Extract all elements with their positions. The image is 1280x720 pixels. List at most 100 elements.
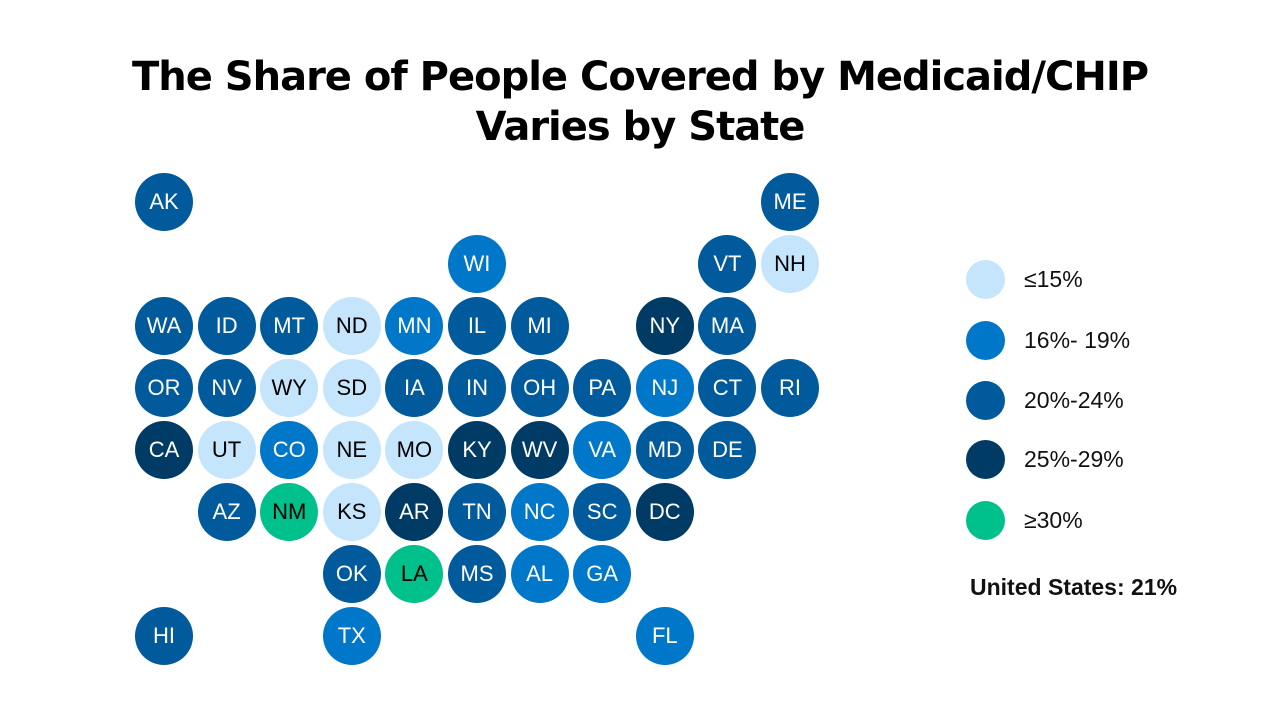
state-tile-az: AZ xyxy=(197,483,256,541)
state-tile-la: LA xyxy=(385,545,444,603)
state-label: IL xyxy=(467,313,487,338)
state-label: OK xyxy=(335,561,368,586)
state-tile-ms: MS xyxy=(448,545,506,603)
legend-label: 25%-29% xyxy=(1024,445,1124,472)
state-tile-ct: CT xyxy=(698,359,757,417)
state-tile-tx: TX xyxy=(322,607,381,665)
state-label: SD xyxy=(336,375,368,400)
state-tile-wa: WA xyxy=(135,297,193,355)
state-tile-or: OR xyxy=(135,359,193,417)
state-label: NH xyxy=(774,251,806,276)
state-label: MS xyxy=(460,561,494,586)
state-tile-me: ME xyxy=(761,173,819,231)
state-label: VA xyxy=(588,437,617,462)
state-label: MD xyxy=(647,437,682,462)
state-tile-ne: NE xyxy=(322,421,381,479)
state-label: AZ xyxy=(212,499,241,524)
state-tile-ar: AR xyxy=(385,483,444,541)
state-tile-nj: NJ xyxy=(635,359,694,417)
legend-item-20-24: 20%-24% xyxy=(966,380,1124,420)
state-label: NJ xyxy=(651,375,679,400)
state-label: OR xyxy=(147,375,181,400)
legend-label: ≥30% xyxy=(1024,506,1083,533)
legend-swatch xyxy=(966,380,1005,420)
state-label: AR xyxy=(399,499,430,524)
state-tile-nd: ND xyxy=(322,297,381,355)
state-label: ID xyxy=(215,313,238,338)
state-label: NC xyxy=(523,499,556,524)
state-label: ME xyxy=(773,189,807,214)
state-tile-il: IL xyxy=(448,297,506,355)
title-line-2: Varies by State xyxy=(475,104,806,150)
state-tile-co: CO xyxy=(260,421,319,479)
state-tile-mo: MO xyxy=(385,421,444,479)
national-average: United States: 21% xyxy=(970,574,1178,600)
state-tile-ak: AK xyxy=(135,173,193,231)
state-tile-md: MD xyxy=(635,421,694,479)
state-label: NY xyxy=(649,313,681,338)
state-label: CO xyxy=(272,437,306,462)
state-tile-ga: GA xyxy=(573,545,632,603)
state-tile-fl: FL xyxy=(635,607,694,665)
state-tile-va: VA xyxy=(573,421,632,479)
state-label: AK xyxy=(149,189,179,214)
state-label: TN xyxy=(462,499,492,524)
state-label: MT xyxy=(273,313,306,338)
state-tile-ma: MA xyxy=(698,297,757,355)
state-label: IA xyxy=(403,375,425,400)
legend-item-ge30: ≥30% xyxy=(966,500,1083,540)
state-label: GA xyxy=(586,561,619,586)
state-tile-de: DE xyxy=(698,421,757,479)
legend-swatch xyxy=(966,500,1005,540)
state-tile-ia: IA xyxy=(385,359,444,417)
state-tile-wv: WV xyxy=(510,421,569,479)
state-tile-nm: NM xyxy=(260,483,319,541)
state-tile-oh: OH xyxy=(510,359,569,417)
state-tile-sd: SD xyxy=(322,359,381,417)
map-title: The Share of People Covered by Medicaid/… xyxy=(0,52,1280,152)
state-tile-dc: DC xyxy=(635,483,694,541)
state-label: NE xyxy=(336,437,368,462)
state-tile-mn: MN xyxy=(385,297,444,355)
state-tile-tn: TN xyxy=(448,483,506,541)
state-label: WV xyxy=(521,437,558,462)
state-tile-nv: NV xyxy=(197,359,256,417)
state-label: KS xyxy=(337,499,367,524)
legend-item-le15: ≤15% xyxy=(966,259,1083,299)
legend-swatch xyxy=(966,320,1005,360)
state-tile-nh: NH xyxy=(761,235,819,293)
state-label: ND xyxy=(335,313,368,338)
state-label: WA xyxy=(146,313,182,338)
legend-swatch xyxy=(966,259,1005,299)
state-tile-ok: OK xyxy=(322,545,381,603)
state-label: LA xyxy=(400,561,428,586)
state-tile-ca: CA xyxy=(135,421,193,479)
state-label: IN xyxy=(466,375,488,400)
state-label: KY xyxy=(462,437,492,462)
state-label: SC xyxy=(586,499,618,524)
state-tile-wy: WY xyxy=(260,359,319,417)
state-label: VT xyxy=(713,251,742,276)
state-tile-ut: UT xyxy=(197,421,256,479)
state-label: TX xyxy=(337,623,366,648)
state-label: DE xyxy=(712,437,743,462)
title-line-1: The Share of People Covered by Medicaid/… xyxy=(131,54,1149,100)
state-tile-id: ID xyxy=(197,297,256,355)
state-label: WY xyxy=(271,375,307,400)
legend-label: 16%- 19% xyxy=(1024,326,1131,353)
state-label: CT xyxy=(712,375,743,400)
state-tile-ks: KS xyxy=(322,483,381,541)
state-tile-ri: RI xyxy=(761,359,819,417)
state-tile-nc: NC xyxy=(510,483,569,541)
state-tile-ny: NY xyxy=(635,297,694,355)
state-tile-in: IN xyxy=(448,359,506,417)
state-tile-wi: WI xyxy=(448,235,506,293)
state-label: MA xyxy=(710,313,744,338)
legend-item-25-29: 25%-29% xyxy=(966,439,1124,479)
state-label: UT xyxy=(211,437,242,462)
state-tile-vt: VT xyxy=(698,235,757,293)
state-label: AL xyxy=(526,561,554,586)
state-label: PA xyxy=(588,375,617,400)
state-tile-mi: MI xyxy=(510,297,569,355)
